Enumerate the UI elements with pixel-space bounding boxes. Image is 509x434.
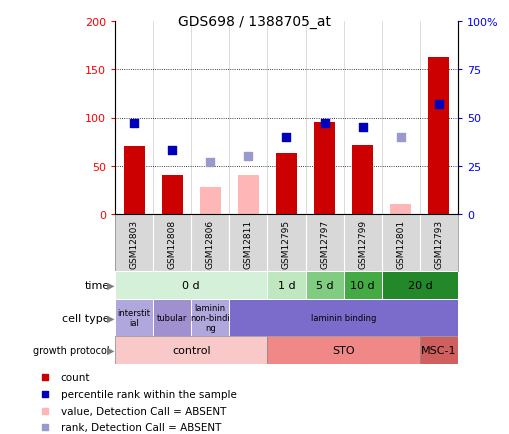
Text: ▶: ▶ bbox=[106, 280, 114, 290]
Point bbox=[358, 125, 366, 132]
Text: 1 d: 1 d bbox=[277, 280, 295, 290]
Bar bbox=[229, 299, 457, 336]
Text: 10 d: 10 d bbox=[350, 280, 374, 290]
Bar bbox=[237, 176, 259, 214]
Bar bbox=[419, 336, 457, 364]
Text: GSM12793: GSM12793 bbox=[434, 219, 442, 268]
Point bbox=[41, 424, 49, 431]
Text: GSM12808: GSM12808 bbox=[167, 219, 176, 268]
Text: ▶: ▶ bbox=[106, 345, 114, 355]
Text: STO: STO bbox=[332, 345, 354, 355]
Point bbox=[168, 148, 176, 155]
Text: tubular: tubular bbox=[157, 313, 187, 322]
Bar bbox=[381, 271, 457, 299]
Text: GDS698 / 1388705_at: GDS698 / 1388705_at bbox=[178, 15, 331, 29]
Text: GSM12811: GSM12811 bbox=[243, 219, 252, 268]
Bar bbox=[115, 271, 267, 299]
Bar bbox=[267, 271, 305, 299]
Text: interstit
ial: interstit ial bbox=[118, 308, 150, 327]
Point bbox=[320, 121, 328, 128]
Point bbox=[130, 121, 138, 128]
Bar bbox=[115, 336, 267, 364]
Bar bbox=[352, 146, 373, 214]
Text: count: count bbox=[61, 372, 90, 382]
Text: growth protocol: growth protocol bbox=[33, 345, 109, 355]
Point bbox=[282, 134, 290, 141]
Text: time: time bbox=[84, 280, 109, 290]
Point bbox=[206, 159, 214, 166]
Text: 0 d: 0 d bbox=[182, 280, 200, 290]
Text: GSM12795: GSM12795 bbox=[281, 219, 291, 268]
Bar bbox=[200, 187, 220, 214]
Text: cell type: cell type bbox=[62, 313, 109, 323]
Point bbox=[434, 101, 442, 108]
Text: GSM12803: GSM12803 bbox=[129, 219, 138, 268]
Text: control: control bbox=[172, 345, 210, 355]
Bar bbox=[153, 299, 191, 336]
Text: ▶: ▶ bbox=[106, 313, 114, 323]
Text: 5 d: 5 d bbox=[315, 280, 333, 290]
Bar bbox=[389, 205, 410, 214]
Bar bbox=[267, 336, 419, 364]
Bar bbox=[428, 58, 448, 214]
Point bbox=[41, 391, 49, 398]
Text: MSC-1: MSC-1 bbox=[420, 345, 456, 355]
Text: GSM12797: GSM12797 bbox=[320, 219, 328, 268]
Text: rank, Detection Call = ABSENT: rank, Detection Call = ABSENT bbox=[61, 422, 220, 432]
Bar bbox=[161, 176, 182, 214]
Text: 20 d: 20 d bbox=[407, 280, 432, 290]
Text: laminin binding: laminin binding bbox=[310, 313, 376, 322]
Point bbox=[41, 374, 49, 381]
Bar bbox=[115, 299, 153, 336]
Bar bbox=[314, 123, 334, 214]
Text: GSM12806: GSM12806 bbox=[205, 219, 214, 268]
Text: GSM12799: GSM12799 bbox=[357, 219, 366, 268]
Point bbox=[41, 407, 49, 414]
Bar bbox=[123, 147, 144, 214]
Point bbox=[244, 153, 252, 160]
Text: percentile rank within the sample: percentile rank within the sample bbox=[61, 389, 236, 399]
Bar bbox=[275, 154, 296, 214]
Bar bbox=[191, 299, 229, 336]
Text: value, Detection Call = ABSENT: value, Detection Call = ABSENT bbox=[61, 406, 225, 416]
Text: laminin
non-bindi
ng: laminin non-bindi ng bbox=[190, 303, 230, 332]
Bar bbox=[305, 271, 343, 299]
Bar bbox=[343, 271, 381, 299]
Point bbox=[396, 134, 404, 141]
Text: GSM12801: GSM12801 bbox=[395, 219, 405, 268]
